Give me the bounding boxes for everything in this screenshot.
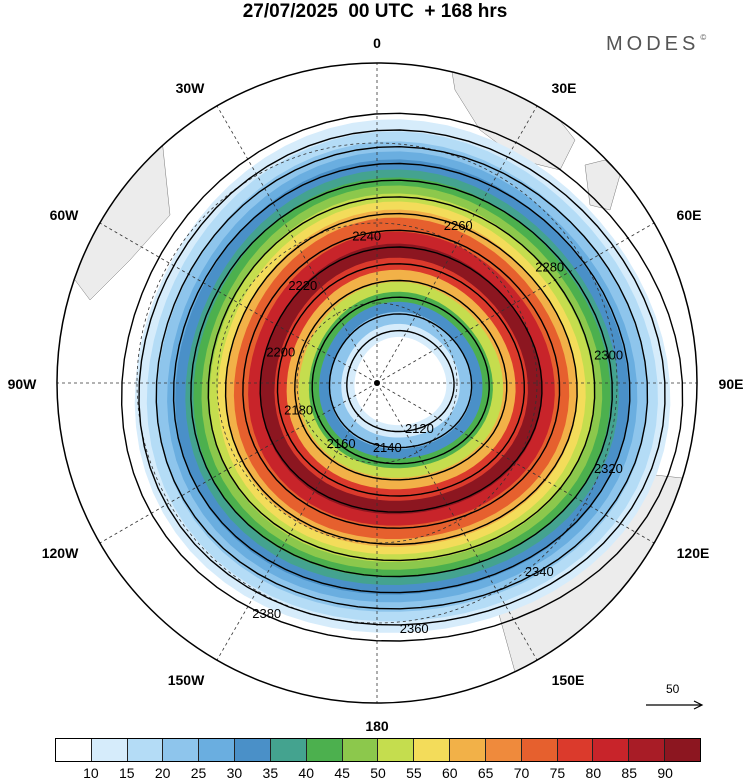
lon-label-120e: 120E	[676, 545, 710, 561]
reference-vector-value: 50	[666, 682, 680, 696]
colorbar-tick-label: 40	[298, 765, 315, 781]
colorbar-tick-label: 55	[406, 765, 422, 781]
contour-label: 2380	[252, 606, 281, 621]
meridian-line	[376, 382, 655, 544]
contour-label: 2140	[373, 440, 402, 455]
colorbar-swatch	[629, 739, 666, 761]
colorbar-tick-label: 65	[477, 765, 494, 781]
colorbar-tick-label: 75	[549, 765, 566, 781]
contour-line	[242, 229, 561, 529]
colorbar-swatch	[557, 739, 594, 761]
colorbar-swatch	[665, 739, 700, 761]
contour-line	[311, 296, 490, 465]
contour-line	[328, 313, 473, 449]
colorbar-swatch	[450, 739, 486, 761]
colorbar-tick-label: 60	[441, 765, 458, 781]
lon-label-60w: 60W	[49, 207, 79, 223]
lon-label-150w: 150W	[167, 672, 205, 688]
contour-line	[224, 212, 578, 546]
colorbar-swatch	[521, 739, 558, 761]
contour-label: 2240	[352, 228, 381, 243]
colorbar-tick-label: 80	[585, 765, 602, 781]
meridian-line	[376, 222, 655, 384]
page-title: 27/07/2025 00 UTC + 168 hrs	[242, 1, 508, 22]
contour-label: 2260	[444, 218, 473, 233]
geopotential-contours	[120, 112, 684, 642]
colorbar-tick-label: 85	[621, 765, 638, 781]
graticule	[57, 63, 697, 703]
colorbar-swatch	[163, 739, 200, 761]
lon-label-180: 180	[365, 718, 389, 734]
contour-label: 2120	[405, 421, 434, 436]
meridian-line	[99, 382, 378, 544]
meridian-line	[99, 222, 378, 384]
colorbar-swatch	[91, 739, 128, 761]
colorbar-swatch	[127, 739, 164, 761]
colorbar-swatch	[270, 739, 307, 761]
meridian-line	[376, 105, 538, 384]
colorbar-swatch	[485, 739, 522, 761]
colorbar	[55, 738, 701, 762]
colorbar-tick-label: 45	[334, 765, 350, 781]
lon-label-0: 0	[373, 35, 381, 51]
colorbar-tick-label: 35	[262, 765, 279, 781]
lon-label-150e: 150E	[551, 672, 585, 688]
contour-line	[190, 179, 613, 578]
contour-line	[120, 112, 684, 642]
colorbar-tick-label: 15	[118, 765, 135, 781]
colorbar-swatch	[306, 739, 343, 761]
colorbar-tick-label: 25	[190, 765, 207, 781]
reference-vector-arrow-icon	[646, 700, 704, 710]
lon-label-90w: 90W	[7, 376, 37, 392]
contour-label: 2160	[327, 436, 356, 451]
lon-label-60e: 60E	[676, 207, 702, 223]
colorbar-swatch	[414, 739, 451, 761]
colorbar-tick-label: 50	[370, 765, 386, 781]
colorbar-swatch	[199, 739, 236, 761]
brand-logo: MODES©	[606, 33, 707, 55]
contour-label: 2340	[525, 564, 554, 579]
meridian-line	[216, 382, 378, 661]
contour-label: 2360	[400, 621, 429, 636]
meridian-line	[376, 382, 538, 661]
lon-label-30e: 30E	[551, 80, 577, 96]
contour-label: 2200	[266, 344, 295, 359]
contour-line	[276, 263, 526, 497]
contour-label: 2280	[535, 259, 564, 274]
contour-line	[138, 129, 666, 626]
meridian-line	[216, 105, 378, 384]
latitude-circle	[216, 222, 538, 544]
lon-label-120w: 120W	[41, 545, 79, 561]
colorbar-swatch	[56, 739, 92, 761]
map-boundary	[56, 62, 698, 704]
contour-line	[155, 145, 649, 610]
pole-marker	[374, 380, 380, 386]
colorbar-tick-label: 70	[513, 765, 530, 781]
colorbar-swatch	[378, 739, 415, 761]
colorbar-swatch	[235, 739, 271, 761]
contour-label: 2220	[288, 278, 317, 293]
contour-label: 2180	[284, 403, 313, 418]
contour-line	[259, 246, 543, 513]
colorbar-swatch	[342, 739, 379, 761]
contour-label: 2320	[594, 461, 623, 476]
contour-line	[294, 279, 508, 481]
contour-label: 2300	[594, 348, 623, 363]
lon-label-30w: 30W	[175, 80, 205, 96]
colorbar-tick-label: 10	[83, 765, 99, 781]
colorbar-tick-label: 30	[226, 765, 243, 781]
colorbar-tick-label: 20	[154, 765, 171, 781]
lon-label-90e: 90E	[718, 376, 744, 392]
colorbar-tick-label: 90	[657, 765, 673, 781]
contour-line	[172, 162, 631, 594]
contour-line	[207, 196, 596, 562]
contour-line	[346, 329, 455, 433]
colorbar-swatch	[593, 739, 630, 761]
